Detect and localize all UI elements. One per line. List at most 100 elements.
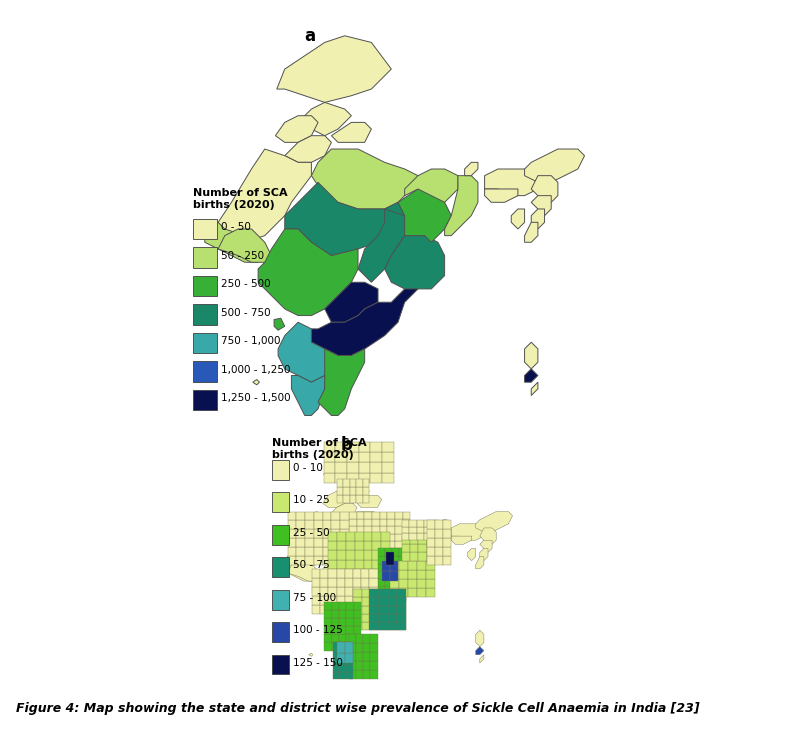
Polygon shape — [373, 532, 381, 542]
Polygon shape — [357, 519, 365, 527]
Polygon shape — [296, 521, 305, 530]
Polygon shape — [331, 538, 340, 547]
Polygon shape — [531, 176, 558, 202]
Polygon shape — [347, 462, 359, 473]
Polygon shape — [357, 495, 381, 507]
Polygon shape — [323, 453, 335, 462]
Polygon shape — [480, 540, 492, 553]
Polygon shape — [312, 568, 320, 577]
Polygon shape — [397, 598, 406, 606]
Polygon shape — [426, 579, 435, 588]
Polygon shape — [384, 586, 392, 594]
Polygon shape — [333, 657, 339, 664]
Polygon shape — [426, 588, 435, 598]
Polygon shape — [312, 577, 320, 587]
Polygon shape — [370, 643, 377, 652]
Polygon shape — [353, 634, 361, 643]
Polygon shape — [392, 579, 399, 586]
Polygon shape — [322, 521, 331, 530]
Polygon shape — [372, 533, 380, 541]
Polygon shape — [323, 462, 335, 473]
Polygon shape — [369, 606, 379, 614]
Polygon shape — [390, 561, 399, 570]
Polygon shape — [324, 610, 332, 618]
Polygon shape — [397, 606, 406, 614]
Polygon shape — [296, 512, 305, 521]
Polygon shape — [384, 548, 392, 556]
Polygon shape — [476, 646, 484, 654]
Polygon shape — [417, 579, 426, 588]
Polygon shape — [296, 547, 305, 556]
Polygon shape — [384, 236, 445, 289]
Polygon shape — [443, 529, 451, 538]
Polygon shape — [305, 556, 314, 565]
Polygon shape — [325, 282, 378, 322]
Polygon shape — [390, 579, 399, 588]
Polygon shape — [390, 571, 398, 581]
Polygon shape — [335, 453, 347, 462]
Polygon shape — [404, 169, 458, 202]
Polygon shape — [346, 618, 353, 626]
Text: 1,250 - 1,500: 1,250 - 1,500 — [221, 393, 291, 403]
FancyBboxPatch shape — [272, 557, 290, 577]
Polygon shape — [439, 520, 447, 528]
Polygon shape — [287, 521, 296, 530]
Polygon shape — [410, 536, 419, 545]
Polygon shape — [403, 512, 410, 519]
Polygon shape — [371, 614, 380, 622]
Polygon shape — [363, 661, 370, 670]
Polygon shape — [346, 657, 353, 664]
Text: Figure 4: Map showing the state and district wise prevalence of Sickle Cell Anae: Figure 4: Map showing the state and dist… — [16, 702, 700, 714]
Polygon shape — [403, 527, 410, 533]
Polygon shape — [349, 519, 357, 527]
FancyBboxPatch shape — [193, 361, 217, 382]
Polygon shape — [337, 605, 345, 614]
Polygon shape — [258, 229, 358, 316]
Polygon shape — [331, 556, 340, 565]
Polygon shape — [329, 542, 338, 551]
Polygon shape — [287, 538, 296, 547]
Polygon shape — [314, 556, 322, 565]
Polygon shape — [409, 527, 417, 533]
Polygon shape — [382, 442, 394, 453]
Polygon shape — [346, 643, 353, 651]
Polygon shape — [371, 622, 380, 630]
Polygon shape — [373, 542, 381, 551]
FancyBboxPatch shape — [193, 218, 217, 239]
FancyBboxPatch shape — [193, 247, 217, 268]
Polygon shape — [451, 536, 472, 545]
Polygon shape — [253, 379, 259, 384]
Polygon shape — [339, 643, 346, 651]
Polygon shape — [369, 587, 377, 596]
FancyBboxPatch shape — [272, 460, 290, 479]
Polygon shape — [417, 570, 426, 579]
Polygon shape — [346, 664, 353, 672]
Polygon shape — [338, 551, 346, 560]
Polygon shape — [324, 643, 332, 651]
Polygon shape — [329, 560, 338, 568]
Polygon shape — [381, 561, 390, 571]
Polygon shape — [392, 548, 399, 556]
Polygon shape — [369, 589, 379, 598]
Polygon shape — [379, 622, 388, 630]
Polygon shape — [353, 587, 361, 596]
Polygon shape — [371, 598, 380, 606]
Polygon shape — [380, 519, 388, 527]
Polygon shape — [323, 442, 335, 453]
Polygon shape — [349, 487, 357, 495]
Polygon shape — [285, 135, 331, 162]
Polygon shape — [345, 605, 353, 614]
Polygon shape — [349, 541, 357, 548]
Polygon shape — [485, 189, 518, 202]
Polygon shape — [363, 643, 370, 652]
Polygon shape — [331, 512, 340, 521]
Polygon shape — [435, 529, 443, 538]
Polygon shape — [345, 568, 353, 577]
Polygon shape — [377, 556, 384, 563]
Polygon shape — [343, 479, 349, 487]
Polygon shape — [388, 598, 397, 606]
Polygon shape — [287, 556, 296, 565]
Polygon shape — [410, 553, 419, 561]
Polygon shape — [365, 533, 372, 541]
Polygon shape — [379, 598, 388, 606]
